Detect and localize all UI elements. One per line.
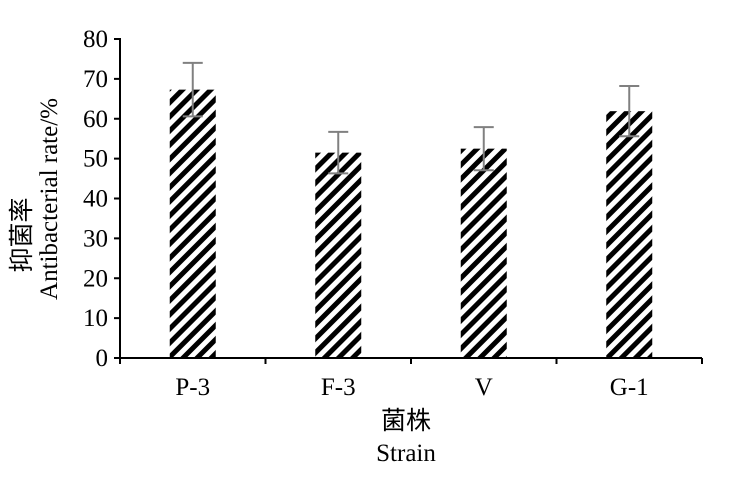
error-bar-v — [473, 126, 494, 172]
error-bar-f-3 — [328, 130, 349, 175]
y-tick-label: 50 — [83, 146, 108, 173]
y-tick-label: 60 — [83, 106, 108, 133]
y-axis-title-cn: 抑菌率 — [8, 197, 36, 272]
x-tick-label: F-3 — [321, 374, 356, 401]
x-tick-label: P-3 — [175, 374, 210, 401]
bar-v — [460, 148, 507, 358]
y-tick-label: 40 — [83, 186, 108, 213]
error-bar-p-3 — [182, 61, 203, 118]
x-axis-ticks: P-3 F-3 V G-1 — [119, 358, 703, 401]
y-tick-label: 10 — [83, 305, 108, 332]
x-axis-title-en: Strain — [376, 440, 436, 467]
y-tick-label: 70 — [83, 66, 108, 93]
bars-group — [169, 89, 653, 359]
bar-p-3 — [169, 89, 216, 359]
y-axis-ticks: 0 10 20 30 40 50 60 70 80 — [83, 26, 120, 372]
y-tick-label: 20 — [83, 265, 108, 292]
error-bar-g-1 — [619, 85, 640, 138]
bar-g-1 — [606, 111, 653, 358]
error-bars-group — [182, 61, 640, 175]
y-tick-label: 80 — [83, 26, 108, 53]
y-axis-title-en: Antibacterial rate/% — [36, 98, 63, 300]
x-axis-title-cn: 菌株 — [381, 407, 431, 435]
y-tick-label: 30 — [83, 225, 108, 252]
x-tick-label: G-1 — [610, 374, 649, 401]
bar-f-3 — [315, 152, 362, 358]
x-tick-label: V — [475, 374, 493, 401]
y-tick-label: 0 — [96, 345, 109, 372]
